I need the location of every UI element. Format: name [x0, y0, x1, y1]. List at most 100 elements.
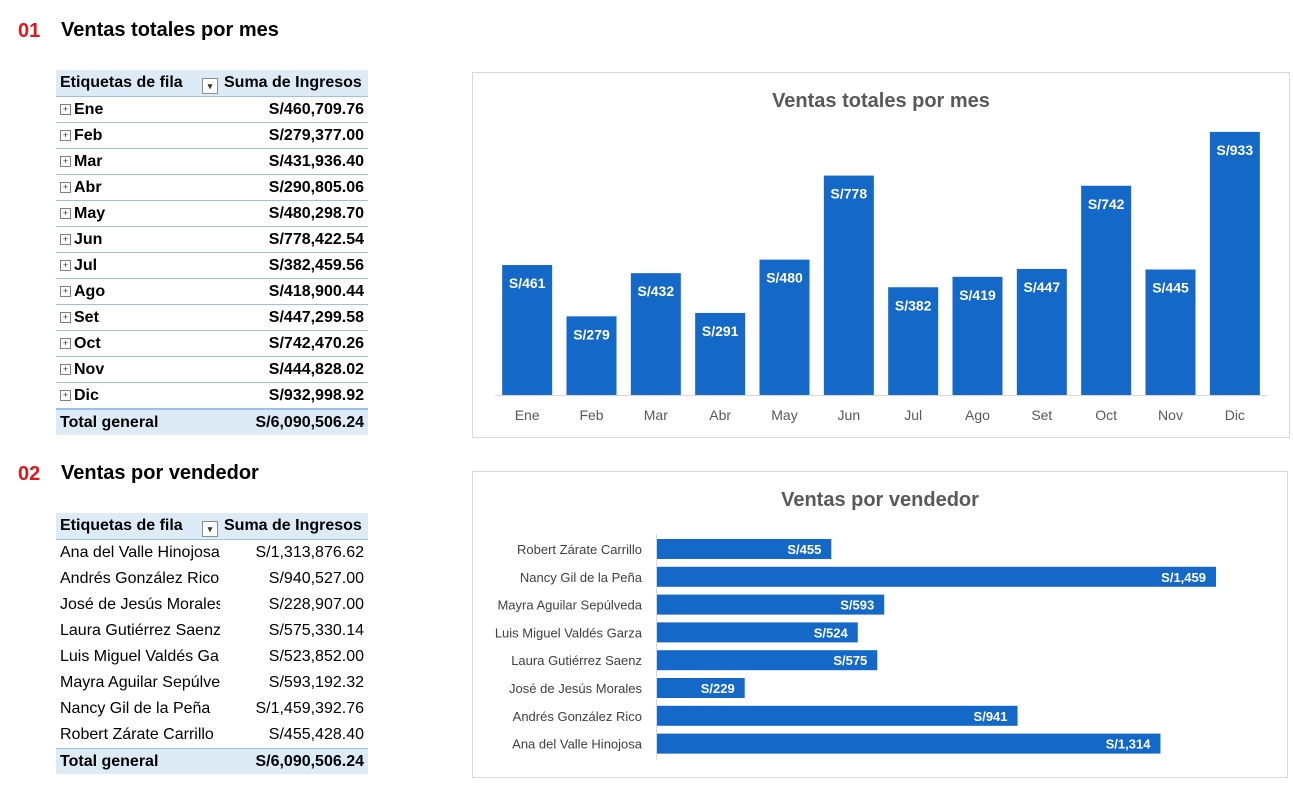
row-label: Set	[74, 308, 99, 326]
row-label: Ana del Valle Hinojosa	[60, 544, 220, 561]
data-label: S/447	[1024, 279, 1061, 295]
y-tick-label: Robert Zárate Carrillo	[517, 542, 642, 557]
bar-Ene	[502, 264, 553, 395]
pivot-row: Nancy Gil de la Peña S/1,459,392.76	[56, 696, 368, 722]
y-tick-label: Laura Gutiérrez Saenz	[511, 653, 642, 668]
row-value: S/460,709.76	[268, 100, 364, 118]
x-tick-label: Jun	[838, 407, 861, 423]
data-label: S/524	[814, 625, 849, 640]
pivot-row: + Nov S/444,828.02	[56, 357, 368, 383]
row-value: S/1,313,876.62	[255, 544, 364, 561]
bar-chart-svg: S/461 Ene S/279 Feb S/432 Mar S/291 Abr S/480 May…	[495, 131, 1267, 423]
y-tick-label: Nancy Gil de la Peña	[520, 570, 643, 585]
data-label: S/1,459	[1161, 570, 1206, 585]
data-label: S/382	[895, 297, 932, 313]
expand-icon[interactable]: +	[60, 104, 71, 115]
section-number-1: 01	[18, 20, 41, 42]
row-value: S/455,428.40	[268, 726, 364, 743]
data-label: S/291	[702, 323, 739, 339]
bar-seller	[657, 650, 878, 671]
pivot-header: Etiquetas de fila ▾ Suma de Ingresos	[56, 513, 368, 540]
pivot-row: Andrés González Rico S/940,527.00	[56, 566, 368, 592]
pivot-row: + Dic S/932,998.92	[56, 383, 368, 409]
row-label: Abr	[74, 178, 102, 196]
section-title-1: Ventas totales por mes	[61, 19, 279, 41]
row-value: S/1,459,392.76	[255, 700, 364, 717]
bar-Set	[1016, 268, 1067, 395]
chart-monthly-sales[interactable]: Ventas totales por mes S/461 Ene S/279 Feb S…	[472, 72, 1290, 438]
hbar-chart-svg: S/455 Robert Zárate Carrillo S/1,459 Nancy …	[495, 534, 1216, 760]
pivot-row: Laura Gutiérrez Saenz S/575,330.14	[56, 618, 368, 644]
row-label: Oct	[74, 334, 101, 352]
x-tick-label: Ene	[515, 407, 540, 423]
pivot-row: José de Jesús Morales S/228,907.00	[56, 592, 368, 618]
bar-Feb	[566, 316, 617, 395]
row-value: S/480,298.70	[268, 204, 364, 222]
x-tick-label: Feb	[579, 407, 603, 423]
pivot-row: Ana del Valle Hinojosa S/1,313,876.62	[56, 540, 368, 566]
bar-Ago	[952, 276, 1003, 395]
chart-title: Ventas por vendedor	[781, 489, 979, 511]
row-label: Ene	[74, 100, 104, 118]
chart-title: Ventas totales por mes	[772, 90, 990, 112]
chart-seller-sales[interactable]: Ventas por vendedor S/455 Robert Zárate C…	[472, 471, 1288, 778]
expand-icon[interactable]: +	[60, 312, 71, 323]
x-tick-label: Mar	[644, 407, 668, 423]
data-label: S/575	[833, 653, 867, 668]
total-label: Total general	[60, 413, 159, 431]
bar-seller	[657, 678, 745, 698]
bar-Jun	[823, 175, 874, 395]
row-label: José de Jesús Morales	[60, 596, 220, 613]
expand-icon[interactable]: +	[60, 182, 71, 193]
total-label: Total general	[60, 752, 159, 770]
data-label: S/432	[638, 283, 675, 299]
expand-icon[interactable]: +	[60, 130, 71, 141]
expand-icon[interactable]: +	[60, 234, 71, 245]
y-tick-label: Mayra Aguilar Sepúlveda	[497, 598, 642, 613]
row-label: Jul	[74, 256, 98, 274]
data-label: S/461	[509, 275, 546, 291]
sum-header: Suma de Ingresos	[224, 517, 362, 534]
expand-icon[interactable]: +	[60, 338, 71, 349]
section-number-2: 02	[18, 463, 41, 485]
row-value: S/228,907.00	[268, 596, 364, 613]
row-value: S/279,377.00	[268, 126, 364, 144]
expand-icon[interactable]: +	[60, 260, 71, 271]
data-label: S/480	[766, 270, 803, 286]
pivot-row: + Mar S/431,936.40	[56, 149, 368, 175]
x-tick-label: Set	[1031, 407, 1052, 423]
data-label: S/455	[787, 542, 821, 557]
row-value: S/418,900.44	[268, 282, 364, 300]
filter-dropdown-icon[interactable]: ▾	[202, 78, 218, 94]
bar-seller	[657, 594, 885, 615]
row-label: Jun	[74, 230, 103, 248]
expand-icon[interactable]: +	[60, 156, 71, 167]
bar-seller	[657, 622, 858, 643]
bar-seller	[657, 705, 1018, 726]
bar-Jul	[888, 287, 939, 395]
row-labels-header: Etiquetas de fila	[60, 517, 183, 534]
row-label: Robert Zárate Carrillo	[60, 726, 214, 743]
expand-icon[interactable]: +	[60, 390, 71, 401]
expand-icon[interactable]: +	[60, 364, 71, 375]
total-value: S/6,090,506.24	[255, 413, 364, 431]
pivot-row: + Jun S/778,422.54	[56, 227, 368, 253]
expand-icon[interactable]: +	[60, 286, 71, 297]
filter-dropdown-icon[interactable]: ▾	[202, 521, 218, 537]
bar-seller	[657, 733, 1161, 754]
pivot-row: + Ene S/460,709.76	[56, 97, 368, 123]
bar-Dic	[1209, 131, 1260, 396]
row-labels-header: Etiquetas de fila	[60, 74, 183, 91]
x-tick-label: Jul	[904, 407, 922, 423]
expand-icon[interactable]: +	[60, 208, 71, 219]
row-label: Feb	[74, 126, 103, 144]
pivot-row: + Jul S/382,459.56	[56, 253, 368, 279]
pivot-total-row: Total general S/6,090,506.24	[56, 748, 368, 774]
row-value: S/447,299.58	[268, 308, 364, 326]
row-label: Laura Gutiérrez Saenz	[60, 622, 220, 639]
data-label: S/445	[1152, 280, 1189, 296]
data-label: S/933	[1217, 142, 1254, 158]
pivot-total-row: Total general S/6,090,506.24	[56, 409, 368, 435]
data-label: S/229	[701, 681, 735, 696]
pivot-table-months: Etiquetas de fila ▾ Suma de Ingresos + En…	[56, 70, 368, 435]
